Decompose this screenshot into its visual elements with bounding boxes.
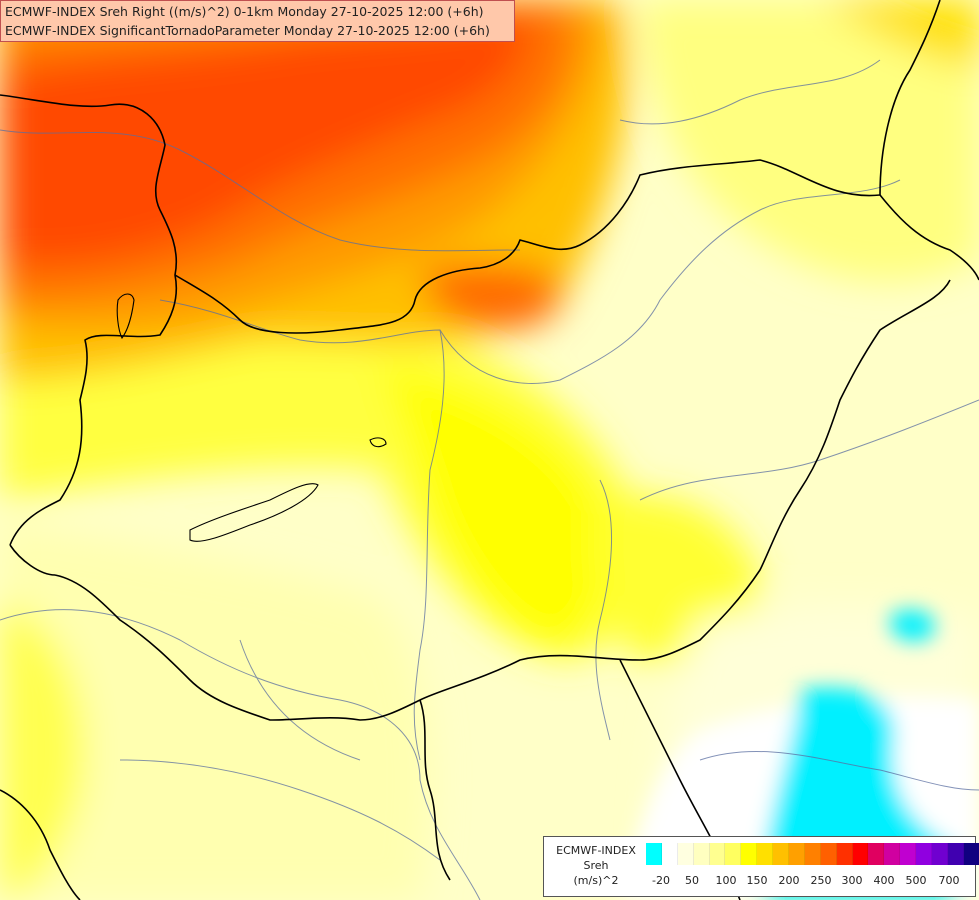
legend-tick-label: 300 [841, 874, 863, 887]
legend-tick-label: 400 [873, 874, 895, 887]
legend-swatch [932, 843, 948, 865]
legend-tick-label: 500 [905, 874, 927, 887]
legend-swatch [963, 843, 979, 865]
legend-swatch [741, 843, 758, 865]
legend-tick-label: 200 [778, 874, 800, 887]
legend-unit: (m/s)^2 [573, 874, 619, 887]
legend-variable: Sreh [583, 859, 609, 872]
legend-swatch [836, 843, 853, 865]
legend-swatch [709, 843, 726, 865]
legend-swatch [646, 843, 662, 865]
legend-tick-label: 250 [810, 874, 832, 887]
legend-swatch [947, 843, 964, 865]
legend-swatches [646, 843, 979, 865]
legend-tick-label: 700 [938, 874, 960, 887]
legend-swatch [725, 843, 742, 865]
rivers [0, 59, 979, 900]
legend-swatch [693, 843, 710, 865]
legend-swatch [789, 843, 805, 865]
lakes [116, 293, 387, 542]
legend-tick-label: -20 [652, 874, 670, 887]
title-line-sreh: ECMWF-INDEX Sreh Right ((m/s)^2) 0-1km M… [5, 4, 484, 19]
title-line-stp: ECMWF-INDEX SignificantTornadoParameter … [5, 23, 490, 38]
legend-swatch [884, 843, 901, 865]
legend-swatch [868, 843, 885, 865]
legend-tick-label: 150 [746, 874, 768, 887]
legend-tick-label: 50 [685, 874, 699, 887]
legend-tick-label: 100 [715, 874, 737, 887]
legend-swatch [852, 843, 869, 865]
legend-swatch [820, 843, 837, 865]
map-title-box: ECMWF-INDEX Sreh Right ((m/s)^2) 0-1km M… [0, 0, 515, 42]
legend-swatch [661, 843, 678, 865]
legend-source: ECMWF-INDEX [556, 844, 636, 857]
color-legend: ECMWF-INDEX Sreh (m/s)^2 -20 50 100 150 200 2… [543, 836, 979, 897]
legend-swatch [916, 843, 933, 865]
legend-swatch [757, 843, 774, 865]
legend-swatch [900, 843, 917, 865]
legend-swatch [804, 843, 821, 865]
legend-swatch [773, 843, 790, 865]
legend-swatch [677, 843, 694, 865]
